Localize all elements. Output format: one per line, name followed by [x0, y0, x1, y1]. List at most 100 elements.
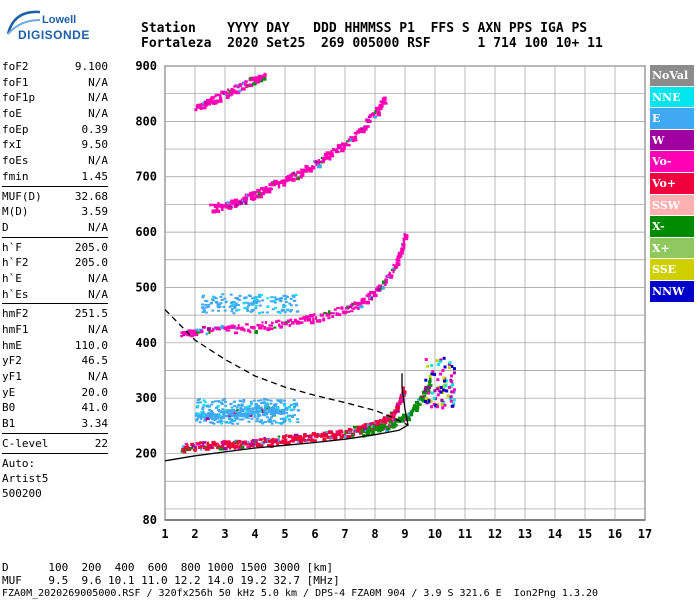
echo-mark	[435, 359, 439, 363]
echo-mark	[257, 408, 261, 411]
echo-mark	[252, 197, 255, 201]
echo-mark	[376, 112, 381, 117]
echo-mark	[188, 448, 192, 452]
echo-mark	[264, 185, 268, 190]
echo-mark	[414, 405, 420, 410]
echo-mark	[363, 297, 366, 300]
echo-mark	[353, 139, 358, 142]
echo-mark	[201, 306, 205, 309]
echo-mark	[273, 326, 277, 329]
echo-mark	[349, 136, 355, 139]
echo-mark	[367, 118, 371, 122]
echo-mark	[366, 428, 370, 432]
echo-mark	[356, 306, 360, 310]
echo-mark	[349, 310, 354, 313]
echo-mark	[196, 401, 200, 404]
echo-mark	[443, 365, 447, 369]
echo-mark	[335, 148, 338, 152]
echo-mark	[289, 304, 293, 307]
echo-mark	[225, 411, 229, 414]
echo-mark	[281, 421, 285, 424]
echo-mark	[270, 442, 275, 445]
echo-mark	[254, 191, 257, 195]
echo-mark	[260, 444, 264, 448]
legend-vo-: Vo+	[650, 172, 694, 195]
echo-mark	[215, 414, 219, 417]
echo-mark	[242, 400, 246, 403]
legend-nnw: NNW	[650, 280, 694, 303]
echo-mark	[251, 301, 255, 304]
echo-mark	[241, 326, 244, 330]
echo-mark	[274, 412, 278, 415]
y-tick-label: 800	[135, 114, 157, 128]
echo-mark	[289, 408, 293, 411]
x-tick-label: 15	[578, 527, 592, 541]
echo-mark	[279, 325, 284, 329]
echo-mark	[196, 331, 201, 334]
echo-mark	[257, 300, 261, 303]
echo-mark	[218, 444, 221, 447]
echo-mark	[203, 102, 208, 107]
echo-mark	[220, 97, 223, 100]
echo-mark	[252, 399, 256, 402]
echo-mark	[258, 295, 262, 298]
echo-mark	[209, 421, 213, 424]
echo-mark	[332, 154, 335, 158]
param-key: foF1	[2, 75, 29, 89]
echo-mark	[259, 420, 263, 423]
echo-mark	[244, 201, 248, 205]
legend-nne: NNE	[650, 86, 694, 109]
echo-mark	[384, 278, 389, 281]
echo-mark	[236, 85, 240, 89]
x-tick-label: 7	[341, 527, 348, 541]
echo-mark	[273, 299, 277, 302]
echo-mark	[231, 303, 235, 306]
echo-mark	[225, 204, 229, 209]
echo-mark	[233, 419, 237, 422]
echo-mark	[451, 382, 455, 386]
echo-mark	[442, 376, 446, 380]
echo-mark	[338, 146, 342, 149]
param-value: 46.5	[81, 354, 109, 368]
echo-mark	[206, 327, 211, 331]
echo-mark	[182, 445, 185, 448]
echo-mark	[432, 402, 436, 406]
echo-mark	[266, 404, 270, 407]
echo-mark	[390, 412, 393, 417]
echo-mark	[367, 294, 370, 298]
echo-mark	[197, 398, 201, 401]
echo-mark	[250, 326, 254, 329]
echo-mark	[296, 421, 300, 424]
echo-mark	[212, 209, 217, 213]
echo-mark	[222, 305, 226, 308]
echo-mark	[223, 309, 227, 312]
echo-mark	[363, 127, 368, 131]
echo-mark	[298, 435, 303, 438]
echo-mark	[447, 385, 451, 389]
param-key: foEs	[2, 154, 29, 168]
echo-mark	[235, 406, 239, 409]
echo-mark	[257, 192, 261, 196]
echo-mark	[327, 310, 331, 314]
echo-mark	[199, 414, 203, 417]
echo-mark	[291, 177, 296, 182]
autoscaling-info: Auto: Artist5 500200	[2, 456, 108, 501]
echo-mark	[255, 406, 261, 411]
echo-mark	[388, 271, 391, 276]
param-key: hmF2	[2, 307, 29, 321]
param-value: N/A	[88, 370, 108, 384]
echo-mark	[246, 310, 250, 313]
echo-mark	[313, 313, 316, 317]
echo-mark	[196, 412, 200, 415]
echo-mark	[184, 448, 188, 452]
echo-mark	[258, 304, 262, 307]
echo-mark	[402, 386, 405, 390]
x-tick-label: 11	[458, 527, 472, 541]
echo-mark	[196, 404, 200, 407]
echo-mark	[394, 264, 399, 269]
echo-mark	[236, 440, 240, 445]
echo-mark	[369, 290, 375, 294]
echo-mark	[390, 274, 394, 277]
echo-mark	[292, 408, 296, 411]
echo-mark	[330, 150, 333, 154]
